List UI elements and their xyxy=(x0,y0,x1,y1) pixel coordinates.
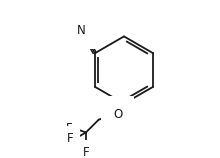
Text: F: F xyxy=(66,122,73,135)
Text: F: F xyxy=(82,146,89,158)
Text: F: F xyxy=(67,132,74,145)
Text: O: O xyxy=(113,108,122,121)
Text: N: N xyxy=(77,24,86,37)
